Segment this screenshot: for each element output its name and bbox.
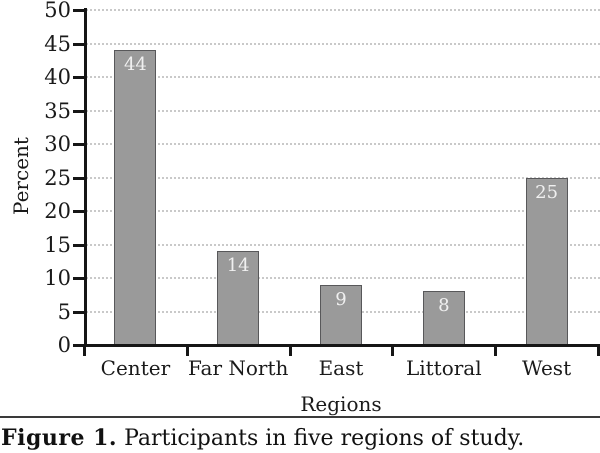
y-axis-tick (73, 176, 84, 180)
y-axis-tick-label: 50 (44, 0, 71, 22)
y-axis-tick (73, 344, 84, 347)
y-axis-tick (73, 210, 84, 213)
x-category-label-littoral: Littoral (405, 356, 482, 380)
x-category-label-west: West (522, 356, 572, 380)
bar-west: 25 (525, 177, 568, 345)
y-axis-tick (73, 76, 84, 79)
y-axis-tick (73, 109, 84, 113)
bar-value-label: 44 (123, 54, 147, 76)
bar-east: 9 (320, 284, 362, 345)
y-axis-tick-label: 0 (57, 333, 71, 357)
bar-center: 44 (114, 50, 157, 345)
gridline (86, 42, 600, 45)
gridline (86, 109, 600, 112)
y-axis-tick (73, 310, 84, 314)
x-axis-tick (494, 347, 498, 356)
y-axis-line (84, 8, 87, 347)
y-axis-tick-label: 35 (44, 98, 71, 123)
caption-label: Figure 1. (1, 425, 118, 451)
y-axis-tick-label: 30 (44, 132, 71, 156)
figure-caption: Figure 1. Participants in five regions o… (1, 425, 599, 452)
y-axis-tick (73, 243, 84, 247)
x-axis-tick (288, 347, 292, 356)
x-axis-tick (83, 347, 86, 356)
y-axis-tick-label: 25 (44, 165, 71, 190)
bar-value-label: 14 (226, 255, 250, 277)
y-axis-tick (73, 9, 84, 12)
chart-canvas: Percent 0 5 10 15 20 25 30 35 40 45 50 44 Center 14 Fa… (9, 0, 600, 416)
bar-far-north: 14 (217, 251, 260, 345)
x-axis-tick (597, 347, 600, 356)
bar-value-label: 9 (335, 288, 347, 310)
x-category-label-far-north: Far North (188, 356, 289, 380)
gridline (86, 76, 600, 78)
x-axis-line (84, 344, 600, 347)
x-axis-tick (391, 347, 395, 356)
gridline (86, 210, 600, 212)
x-axis-tick (185, 347, 189, 356)
y-axis-tick-label: 15 (44, 232, 71, 257)
gridline (86, 9, 600, 11)
y-axis-tick (73, 277, 84, 280)
gridline (86, 277, 600, 279)
x-category-label-east: East (318, 356, 364, 380)
bar-littoral: 8 (422, 291, 465, 345)
bar-value-label: 25 (535, 181, 559, 203)
bar-value-label: 8 (438, 295, 450, 317)
y-axis-tick-label: 5 (57, 299, 71, 324)
y-axis-tick-label: 10 (44, 266, 71, 290)
gridline (86, 243, 600, 246)
y-axis-tick-label: 20 (44, 199, 71, 223)
x-category-label-center: Center (100, 356, 171, 380)
y-axis-tick-label: 40 (44, 65, 71, 89)
y-axis-tick (73, 42, 84, 46)
gridline (86, 176, 600, 179)
x-axis-title: Regions (300, 392, 382, 416)
gridline (86, 143, 600, 145)
caption-text: Participants in five regions of study. (124, 426, 525, 451)
y-axis-tick-label: 45 (44, 31, 71, 56)
caption-divider (0, 416, 600, 418)
y-axis-tick (73, 143, 84, 146)
